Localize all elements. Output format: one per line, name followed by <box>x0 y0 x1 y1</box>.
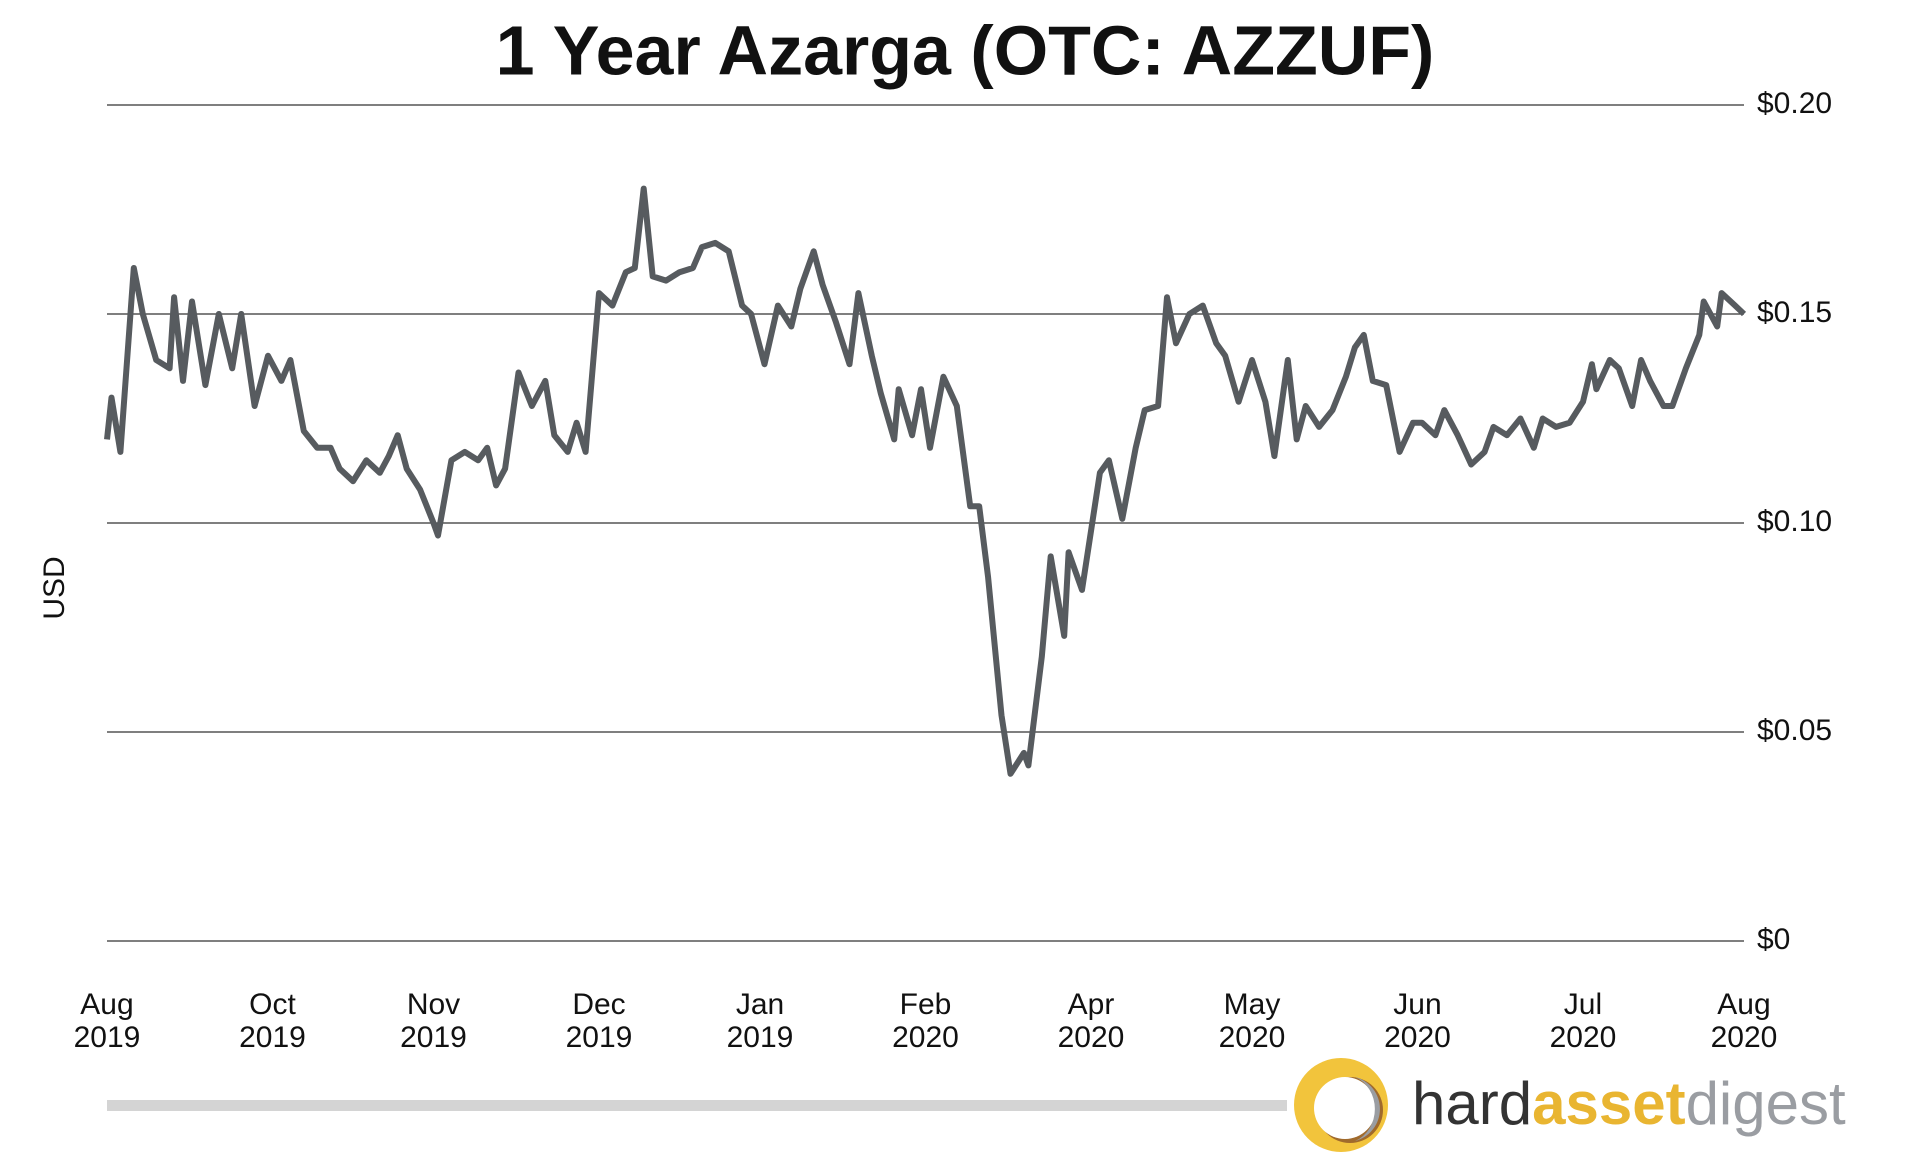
x-tick-label: Dec 2019 <box>566 988 633 1054</box>
logo-text: hardassetdigest <box>1412 1070 1846 1137</box>
x-tick-label: May 2020 <box>1219 988 1286 1054</box>
x-tick-label: Aug 2020 <box>1711 988 1778 1054</box>
logo-part: asset <box>1532 1070 1685 1137</box>
y-axis-label: USD <box>38 556 71 619</box>
x-tick-label: Feb 2020 <box>892 988 959 1054</box>
x-tick-label: Jan 2019 <box>727 988 794 1054</box>
y-tick-label: $0 <box>1757 923 1790 956</box>
price-line <box>104 185 1747 777</box>
y-tick-label: $0.05 <box>1757 714 1832 747</box>
logo-icon <box>1294 1058 1388 1152</box>
chart-title: 1 Year Azarga (OTC: AZZUF) <box>496 11 1435 89</box>
x-tick-label: Jun 2020 <box>1384 988 1451 1054</box>
logo-part: digest <box>1686 1070 1846 1137</box>
x-tick-label: Nov 2019 <box>400 988 467 1054</box>
y-tick-label: $0.20 <box>1757 87 1832 120</box>
x-tick-label: Aug 2019 <box>74 988 141 1054</box>
y-tick-label: $0.15 <box>1757 296 1832 329</box>
y-tick-label: $0.10 <box>1757 505 1832 538</box>
x-tick-label: Apr 2020 <box>1058 988 1125 1054</box>
x-tick-label: Oct 2019 <box>239 988 306 1054</box>
logo-part: hard <box>1412 1070 1532 1137</box>
x-tick-label: Jul 2020 <box>1550 988 1617 1054</box>
range-slider[interactable] <box>107 1100 1287 1111</box>
